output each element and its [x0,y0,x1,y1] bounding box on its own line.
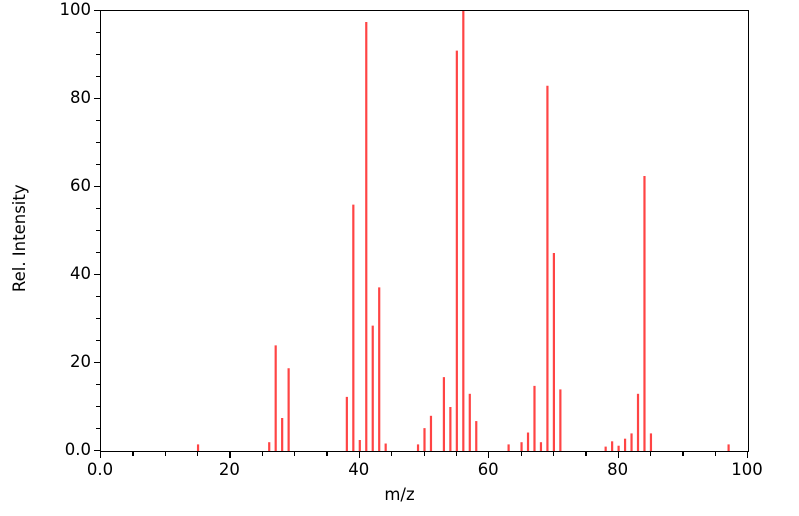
x-axis-tick-label: 60 [477,460,499,479]
y-axis-minor-tick [96,164,101,166]
x-axis-major-tick [358,451,361,458]
x-axis-minor-tick [714,451,716,456]
y-axis-minor-tick [96,428,101,430]
y-axis-minor-tick [96,406,101,408]
y-axis-tick-label: 60 [70,176,91,195]
x-axis-minor-tick [552,451,555,456]
y-axis-minor-tick [96,142,101,144]
y-axis-minor-tick [96,120,101,122]
y-axis-minor-tick [96,32,101,34]
x-axis-minor-tick [326,451,328,456]
x-axis-tick-label: 100 [731,460,763,479]
y-axis-major-tick [93,98,101,100]
x-axis-major-tick [747,451,749,458]
x-axis-minor-tick [585,451,587,456]
y-axis-minor-tick [96,76,101,78]
y-axis-minor-tick [96,296,101,298]
y-axis-tick-label: 20 [70,352,91,371]
x-axis-major-tick [100,451,102,458]
x-axis-minor-tick [294,451,296,456]
plot-area [100,10,749,452]
x-axis-minor-tick [197,451,199,456]
x-axis-minor-tick [649,451,652,456]
x-axis-tick-label: 80 [607,460,629,479]
y-axis-minor-tick [96,54,101,56]
x-axis-minor-tick [164,451,166,456]
y-axis-minor-tick [96,230,101,232]
y-axis-minor-tick [96,384,101,386]
x-axis-minor-tick [682,451,684,456]
y-axis-major-tick [93,450,101,452]
x-axis-minor-tick [520,451,522,456]
y-axis-minor-tick [96,208,101,210]
y-axis-major-tick [93,10,101,12]
y-axis-tick-label-group: 0.0 20 40 60 80 100 [0,0,92,516]
x-axis-major-tick [617,451,619,458]
x-axis-title: m/z [384,485,415,504]
y-axis-tick-label: 40 [70,264,91,283]
x-axis-tick-label: 40 [348,460,370,479]
spectrum-peaks [196,11,730,451]
y-axis-minor-tick [96,318,101,320]
y-axis-tick-label: 0.0 [64,440,91,459]
x-axis-minor-tick [261,451,264,456]
x-axis-major-tick [488,451,490,458]
x-axis-tick-label: 20 [218,460,240,479]
x-axis-minor-tick [455,451,458,456]
y-axis-major-tick [93,186,101,188]
x-axis-minor-tick [423,451,425,456]
y-axis-title: Rel. Intensity [9,184,29,293]
y-axis-minor-tick [96,252,101,254]
y-axis-tick-label: 100 [59,0,92,19]
x-axis-major-tick [229,451,231,458]
x-axis-minor-tick [132,451,134,456]
y-axis-major-tick [93,362,101,364]
x-axis-minor-tick [391,451,393,456]
y-axis-major-tick [93,274,101,276]
y-axis-tick-label: 80 [70,88,91,107]
x-axis-tick-label: 0.0 [86,460,114,479]
y-axis-minor-tick [96,340,101,342]
